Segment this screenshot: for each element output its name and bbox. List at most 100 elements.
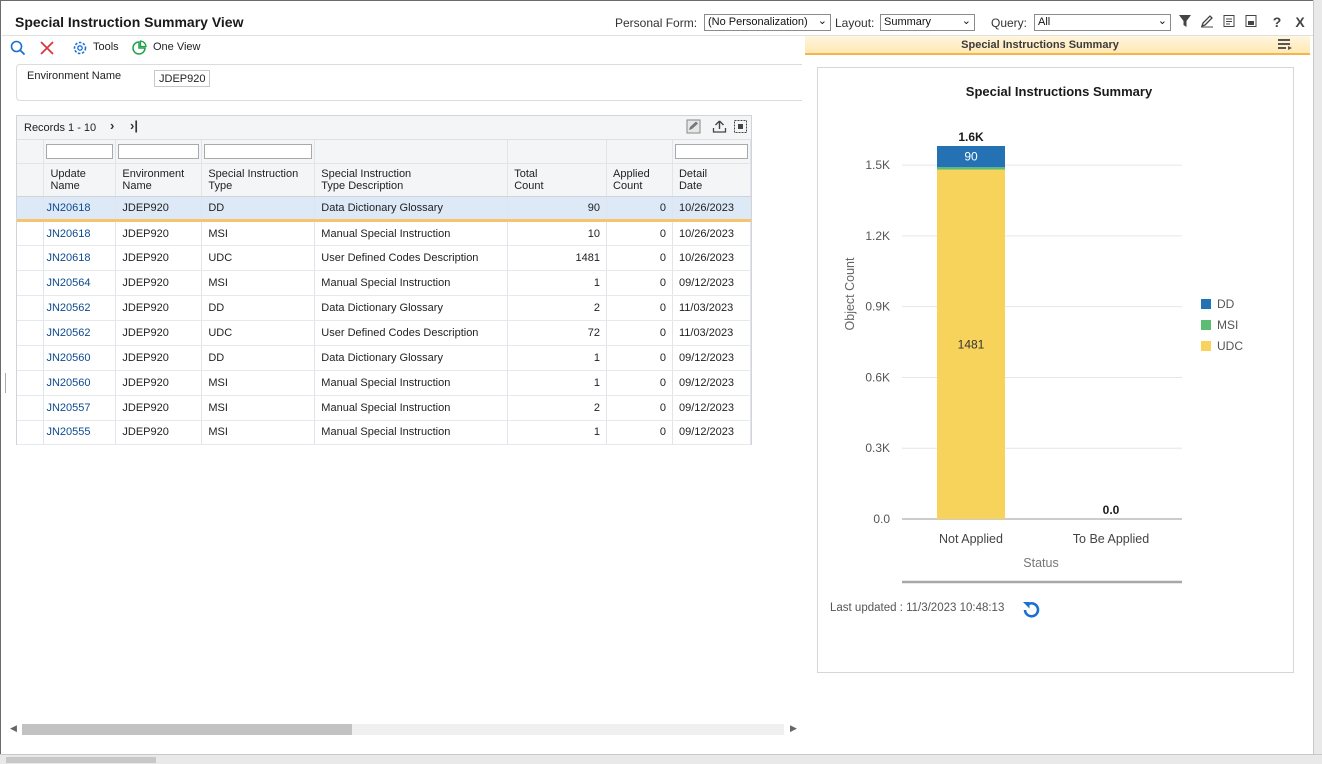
qbe-cell — [606, 140, 673, 164]
last-page-icon[interactable]: ›| — [130, 118, 138, 133]
qbe-input-detail-date[interactable] — [674, 143, 748, 159]
next-page-icon[interactable]: › — [110, 118, 115, 133]
table-row[interactable]: JN20564 JDEP920 MSI Manual Special Instruct… — [17, 270, 752, 297]
outer-scrollbar-thumb[interactable] — [6, 757, 156, 763]
scrollbar-thumb[interactable] — [22, 724, 352, 735]
table-row[interactable]: JN20618 JDEP920 DD Data Dictionary Glossary… — [17, 196, 752, 223]
cell-update-name[interactable]: JN20560 — [43, 370, 117, 396]
edit-query-icon[interactable] — [1199, 14, 1215, 30]
tools-button[interactable]: Tools — [93, 41, 119, 53]
one-view-button[interactable]: One View — [153, 41, 201, 53]
cell-update-name[interactable]: JN20560 — [43, 345, 117, 371]
scroll-right-icon[interactable]: ▶ — [790, 723, 797, 733]
qbe-input-update-name[interactable] — [46, 143, 114, 159]
query-select[interactable]: All ⌄ — [1034, 14, 1171, 31]
column-header-line1: Detail — [678, 167, 708, 180]
grid-horizontal-scrollbar[interactable]: ◀ ▶ — [8, 722, 800, 737]
title-bar: Special Instruction Summary View Persona… — [2, 8, 1313, 36]
table-row[interactable]: JN20618 JDEP920 UDC User Defined Codes Desc… — [17, 245, 752, 272]
qbe-cell[interactable] — [43, 140, 117, 164]
qbe-cell[interactable] — [201, 140, 316, 164]
column-header[interactable]: Detail Date — [672, 163, 752, 197]
row-selector[interactable] — [17, 196, 45, 223]
close-icon[interactable] — [39, 40, 55, 60]
cell-instruction-type: DD — [201, 295, 316, 321]
table-row[interactable]: JN20555 JDEP920 MSI Manual Special Instruct… — [17, 420, 752, 446]
column-header-line2: Type Description — [321, 179, 404, 192]
cell-instruction-type: MSI — [201, 395, 316, 421]
cell-total-count: 1 — [507, 345, 608, 371]
table-row[interactable]: JN20562 JDEP920 DD Data Dictionary Glossary… — [17, 295, 752, 321]
table-row[interactable]: JN20560 JDEP920 DD Data Dictionary Glossary… — [17, 345, 752, 371]
export-icon[interactable] — [1243, 14, 1259, 30]
column-header[interactable]: Special Instruction Type Description — [314, 163, 509, 197]
cell-type-description: User Defined Codes Description — [314, 245, 509, 272]
row-selector[interactable] — [17, 295, 45, 321]
close-icon[interactable]: X — [1295, 14, 1305, 30]
row-selector[interactable] — [17, 395, 45, 421]
pane-splitter[interactable] — [5, 373, 9, 393]
row-selector[interactable] — [17, 245, 45, 272]
chart-title: Special Instructions Summary — [966, 84, 1153, 99]
column-header[interactable]: Update Name — [43, 163, 117, 197]
cell-update-name[interactable]: JN20618 — [43, 245, 117, 272]
cell-update-name[interactable]: JN20562 — [43, 295, 117, 321]
x-tick-label: To Be Applied — [1073, 532, 1149, 546]
gear-icon[interactable] — [72, 40, 88, 60]
scroll-left-icon[interactable]: ◀ — [10, 723, 17, 733]
cell-total-count: 1481 — [507, 245, 608, 272]
upload-icon[interactable] — [711, 119, 727, 135]
cell-environment-name: JDEP920 — [115, 245, 203, 272]
cell-update-name[interactable]: JN20618 — [43, 196, 117, 223]
table-row[interactable]: JN20557 JDEP920 MSI Manual Special Instruct… — [17, 395, 752, 421]
filter-icon[interactable] — [1177, 14, 1193, 30]
row-selector[interactable] — [17, 320, 45, 346]
chart-card: Special Instructions Summary 0.0 0.3K 0.6K 0… — [817, 67, 1294, 673]
cell-instruction-type: MSI — [201, 270, 316, 297]
row-selector[interactable] — [17, 270, 45, 297]
y-tick-label: 0.3K — [865, 441, 890, 455]
table-row[interactable]: JN20562 JDEP920 UDC User Defined Codes Desc… — [17, 320, 752, 346]
row-selector[interactable] — [17, 345, 45, 371]
column-header-line1: Update — [50, 167, 86, 180]
column-header[interactable]: Total Count — [507, 163, 608, 197]
row-selector[interactable] — [17, 420, 45, 446]
cell-environment-name: JDEP920 — [115, 395, 203, 421]
cell-update-name[interactable]: JN20564 — [43, 270, 117, 297]
table-row[interactable]: JN20618 JDEP920 MSI Manual Special Instruct… — [17, 220, 752, 247]
cell-update-name[interactable]: JN20618 — [43, 220, 117, 247]
outer-vertical-scrollbar[interactable] — [1313, 0, 1322, 764]
y-tick-label: 1.5K — [865, 158, 890, 172]
qbe-input-environment-name[interactable] — [118, 143, 200, 159]
qbe-input-instruction-type[interactable] — [204, 143, 313, 159]
column-header[interactable]: Applied Count — [606, 163, 673, 197]
column-header[interactable]: Special Instruction Type — [201, 163, 316, 197]
one-view-icon[interactable] — [131, 40, 147, 60]
y-tick-label: 0.0 — [873, 512, 890, 526]
filter-panel: Environment Name JDEP920 — [16, 64, 802, 101]
search-icon[interactable] — [10, 40, 26, 60]
grid-edit-icon[interactable] — [685, 119, 701, 135]
maximize-grid-icon[interactable] — [732, 119, 748, 135]
x-axis-label: Status — [1023, 556, 1058, 570]
table-row[interactable]: JN20560 JDEP920 MSI Manual Special Instruct… — [17, 370, 752, 396]
cell-update-name[interactable]: JN20562 — [43, 320, 117, 346]
cell-update-name[interactable]: JN20555 — [43, 420, 117, 446]
cell-total-count: 2 — [507, 395, 608, 421]
layout-select[interactable]: Summary ⌄ — [880, 14, 975, 31]
panel-menu-icon[interactable] — [1277, 38, 1293, 54]
help-icon[interactable]: ? — [1272, 14, 1282, 30]
row-selector[interactable] — [17, 370, 45, 396]
notes-icon[interactable] — [1221, 14, 1237, 30]
cell-update-name[interactable]: JN20557 — [43, 395, 117, 421]
qbe-cell[interactable] — [115, 140, 203, 164]
qbe-cell[interactable] — [672, 140, 752, 164]
scrollbar-track[interactable] — [22, 724, 784, 735]
environment-name-field[interactable]: JDEP920 — [154, 70, 211, 87]
column-header[interactable]: Environment Name — [115, 163, 203, 197]
row-selector[interactable] — [17, 220, 45, 247]
outer-horizontal-scrollbar[interactable] — [0, 754, 1322, 764]
personal-form-select[interactable]: (No Personalization) ⌄ — [704, 14, 831, 31]
total-data-label: 0.0 — [1103, 503, 1120, 517]
chevron-down-icon: ⌄ — [817, 15, 827, 27]
